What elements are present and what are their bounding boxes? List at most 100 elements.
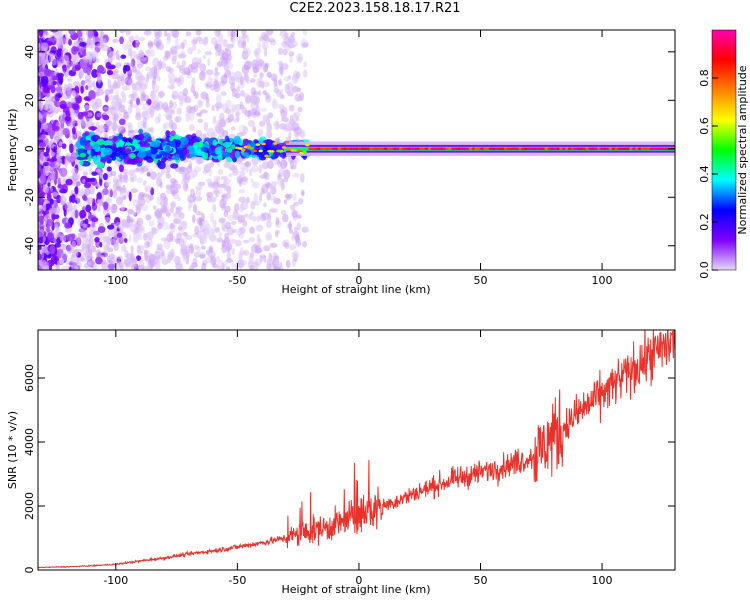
noise-blob	[138, 36, 146, 42]
noise-blob	[207, 58, 211, 67]
noise-blob	[288, 50, 295, 57]
band-blob	[224, 135, 230, 144]
noise-blob	[182, 39, 187, 45]
noise-blob	[294, 132, 300, 138]
noise-blob	[43, 68, 52, 77]
noise-blob	[190, 169, 198, 178]
noise-blob	[79, 209, 87, 219]
noise-blob	[169, 99, 173, 109]
noise-blob	[69, 143, 74, 154]
noise-blob	[188, 124, 195, 131]
noise-blob	[276, 89, 282, 98]
noise-blob	[47, 142, 55, 149]
carrier-point	[261, 142, 266, 146]
noise-blob	[75, 181, 82, 186]
noise-blob	[155, 40, 162, 48]
noise-blob	[66, 77, 73, 83]
noise-blob	[106, 255, 111, 264]
noise-blob	[176, 259, 183, 265]
noise-blob	[225, 62, 234, 70]
noise-blob	[192, 192, 196, 203]
noise-blob	[169, 78, 175, 86]
carrier-point	[305, 143, 310, 147]
noise-blob	[188, 265, 194, 270]
noise-blob	[106, 70, 114, 76]
noise-blob	[213, 71, 220, 76]
noise-blob	[191, 43, 197, 52]
noise-blob	[77, 118, 81, 128]
noise-blob	[115, 185, 123, 192]
noise-blob	[144, 56, 149, 65]
noise-blob	[110, 84, 114, 92]
noise-blob	[261, 161, 268, 170]
noise-blob	[38, 124, 41, 129]
noise-blob	[214, 51, 221, 57]
noise-blob	[265, 30, 274, 36]
noise-blob	[199, 71, 206, 76]
noise-blob	[128, 191, 132, 202]
noise-blob	[288, 220, 292, 231]
band-blob	[132, 139, 138, 147]
noise-blob	[291, 113, 298, 123]
noise-blob	[142, 116, 148, 125]
carrier-point	[296, 149, 301, 152]
noise-blob	[80, 118, 85, 127]
noise-blob	[105, 177, 111, 187]
noise-blob	[128, 129, 135, 134]
noise-blob	[258, 90, 262, 97]
band-blob	[175, 139, 181, 148]
noise-blob	[180, 220, 188, 231]
noise-blob	[289, 243, 297, 251]
noise-blob	[139, 249, 143, 256]
noise-blob	[46, 218, 53, 227]
noise-blob	[176, 61, 180, 69]
noise-blob	[58, 141, 63, 147]
noise-blob	[269, 242, 278, 248]
noise-blob	[150, 126, 155, 135]
noise-blob	[105, 61, 112, 69]
noise-blob	[103, 106, 109, 111]
noise-blob	[146, 241, 151, 248]
noise-blob	[187, 203, 192, 212]
noise-blob	[142, 122, 147, 128]
noise-blob	[152, 84, 160, 94]
noise-blob	[76, 197, 82, 207]
snr-series-line	[38, 330, 675, 569]
noise-blob	[191, 77, 196, 87]
noise-blob	[225, 178, 231, 185]
noise-blob	[97, 207, 101, 212]
noise-blob	[50, 30, 59, 33]
snr-ytick-label: 6000	[23, 364, 36, 392]
snr-xtick-label: 50	[473, 574, 487, 587]
noise-blob	[197, 181, 206, 187]
noise-blob	[214, 43, 222, 53]
noise-blob	[283, 36, 291, 46]
noise-blob	[83, 57, 90, 63]
noise-blob	[234, 70, 243, 80]
noise-blob	[213, 76, 219, 82]
noise-blob	[121, 85, 130, 91]
noise-blob	[256, 104, 260, 113]
noise-blob	[118, 164, 124, 173]
noise-blob	[272, 97, 276, 107]
noise-blob	[117, 111, 123, 120]
noise-blob	[194, 195, 203, 202]
noise-blob	[267, 112, 274, 119]
noise-blob	[239, 246, 244, 256]
noise-blob	[250, 178, 254, 184]
noise-blob	[205, 178, 211, 183]
noise-blob	[74, 256, 79, 266]
noise-blob	[106, 166, 112, 172]
noise-blob	[51, 80, 57, 86]
spectrogram-xtick-label: 0	[355, 274, 362, 287]
noise-blob	[239, 170, 246, 179]
noise-blob	[59, 104, 67, 109]
noise-blob	[139, 89, 145, 94]
noise-blob	[129, 98, 133, 107]
noise-blob	[48, 264, 53, 270]
noise-blob	[107, 78, 112, 89]
noise-blob	[89, 177, 96, 183]
noise-blob	[128, 78, 134, 86]
noise-blob	[107, 263, 116, 270]
noise-blob	[255, 224, 264, 232]
